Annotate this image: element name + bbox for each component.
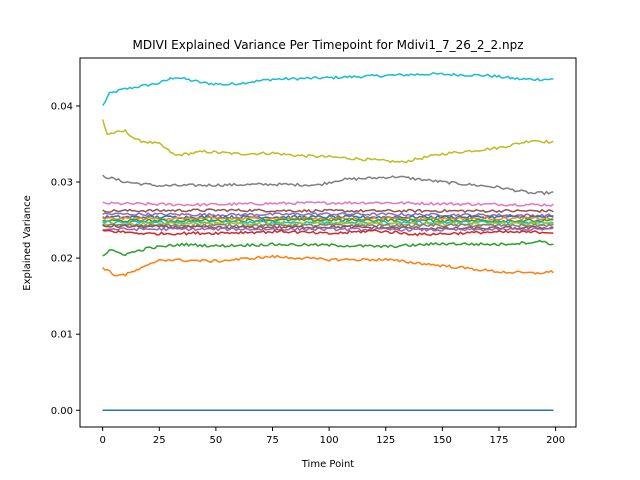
series-line-8 [102,217,554,223]
y-tick-label: 0.03 [51,178,73,189]
y-tick-label: 0.04 [51,101,73,112]
x-axis-label: Time Point [301,459,355,470]
series-layer [101,71,554,412]
series-line-14 [102,229,554,237]
series-line-4 [102,208,554,214]
x-tick-label: 50 [210,435,223,446]
series-line-3 [102,200,554,207]
x-tick-label: 75 [266,435,279,446]
x-tick-label: 0 [99,435,105,446]
x-tick-label: 200 [546,435,565,446]
chart-title: MDIVI Explained Variance Per Timepoint f… [132,38,523,52]
series-line-0 [102,71,554,106]
series-line-15 [102,239,554,257]
y-tick-label: 0.00 [51,406,73,417]
series-line-9 [102,220,554,225]
x-axis: 0 25 50 75 100 125 150 175 200 [99,427,565,446]
y-tick-label: 0.01 [51,330,73,341]
x-tick-label: 125 [376,435,395,446]
y-axis-label: Explained Variance [22,195,33,290]
plot-frame [79,57,577,428]
series-line-1 [101,119,554,164]
series-line-13 [102,226,554,232]
series-line-2 [102,174,554,196]
x-tick-label: 100 [320,435,339,446]
series-line-11 [102,222,554,228]
x-tick-label: 175 [489,435,508,446]
y-tick-label: 0.02 [51,254,73,265]
series-line-5 [102,211,554,218]
x-tick-label: 25 [153,435,166,446]
y-axis: 0.00 0.01 0.02 0.03 0.04 [51,101,80,417]
series-line-16 [102,254,554,277]
x-tick-label: 150 [433,435,452,446]
